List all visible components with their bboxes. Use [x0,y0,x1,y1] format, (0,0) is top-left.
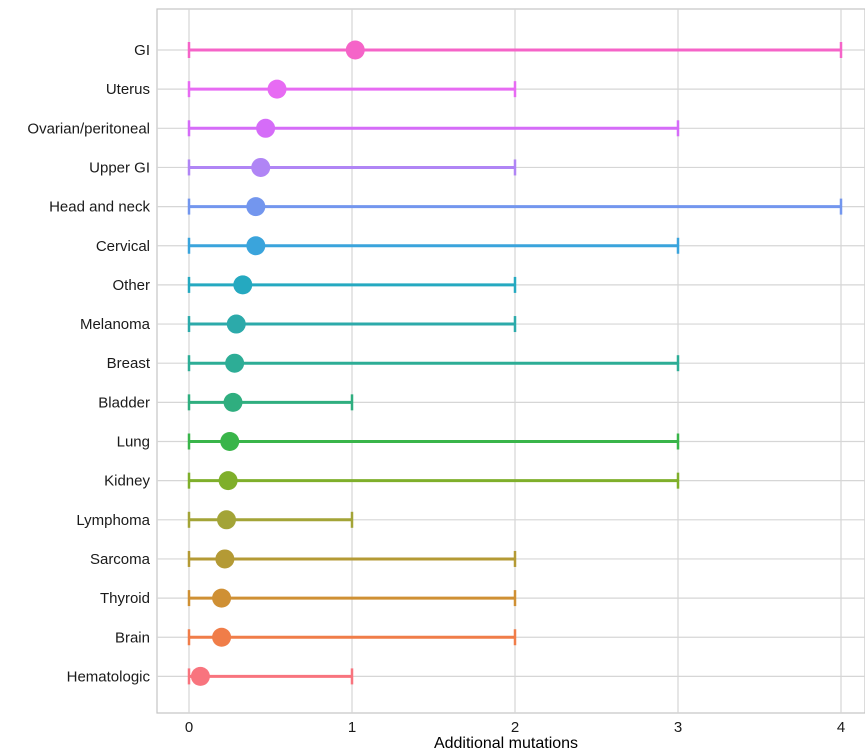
category-label: Cervical [96,238,150,255]
category-label: Ovarian/peritoneal [27,120,150,137]
error-bar-row [187,79,517,99]
mean-point [212,627,232,647]
error-bar-row [187,549,517,569]
category-label: Melanoma [80,316,151,333]
mean-point [246,197,266,217]
category-labels: GI Uterus Ovarian/peritoneal Upper GI Head a… [27,42,150,685]
x-tick-label: 3 [674,719,682,736]
mean-point [212,588,232,608]
error-bar-row [187,432,680,451]
plot-panel [156,8,865,714]
category-label: GI [134,42,150,59]
mean-point [218,471,238,491]
error-bar-row [187,471,680,491]
error-bar-row [187,314,517,334]
category-label: Other [112,277,150,294]
mean-point [226,314,246,334]
mean-point [220,432,240,451]
category-label: Lymphoma [76,512,150,529]
error-bar-row [187,236,680,256]
error-bar-row [187,588,517,608]
error-bar-row [187,627,517,647]
mean-point [216,510,236,530]
error-bar-row [187,666,354,686]
category-label: Kidney [104,473,150,490]
error-bar-row [187,40,843,60]
mean-point [225,353,245,373]
category-label: Uterus [106,81,150,98]
error-bar-row [187,157,517,177]
error-bar-row [187,118,680,138]
category-label: Head and neck [49,199,150,216]
error-bar-row [187,275,517,295]
x-tick-label: 4 [837,719,845,736]
mean-point [267,79,287,99]
data-marks [187,40,843,686]
error-bar-row [187,392,354,412]
mean-point [215,549,235,569]
x-tick-label: 2 [511,719,519,736]
mean-point [233,275,253,295]
category-label: Bladder [98,394,150,411]
category-label: Thyroid [100,590,150,607]
mean-point [345,40,365,60]
x-axis-title: Additional mutations [434,735,578,752]
category-label: Hematologic [67,668,151,685]
error-bar-row [187,197,843,217]
mean-point [223,392,243,412]
x-tick-label: 1 [348,719,356,736]
x-tick-labels: 0 1 2 3 4 [185,719,845,736]
category-label: Sarcoma [90,551,151,568]
mean-point [256,118,276,138]
category-label: Breast [107,355,151,372]
x-tick-label: 0 [185,719,193,736]
error-bar-row [187,510,354,530]
category-label: Brain [115,629,150,646]
mean-point [246,236,266,256]
mean-point [190,666,210,686]
error-bar-row [187,353,680,373]
category-label: Upper GI [89,159,150,176]
category-label: Lung [117,434,150,451]
mean-point [251,157,271,177]
